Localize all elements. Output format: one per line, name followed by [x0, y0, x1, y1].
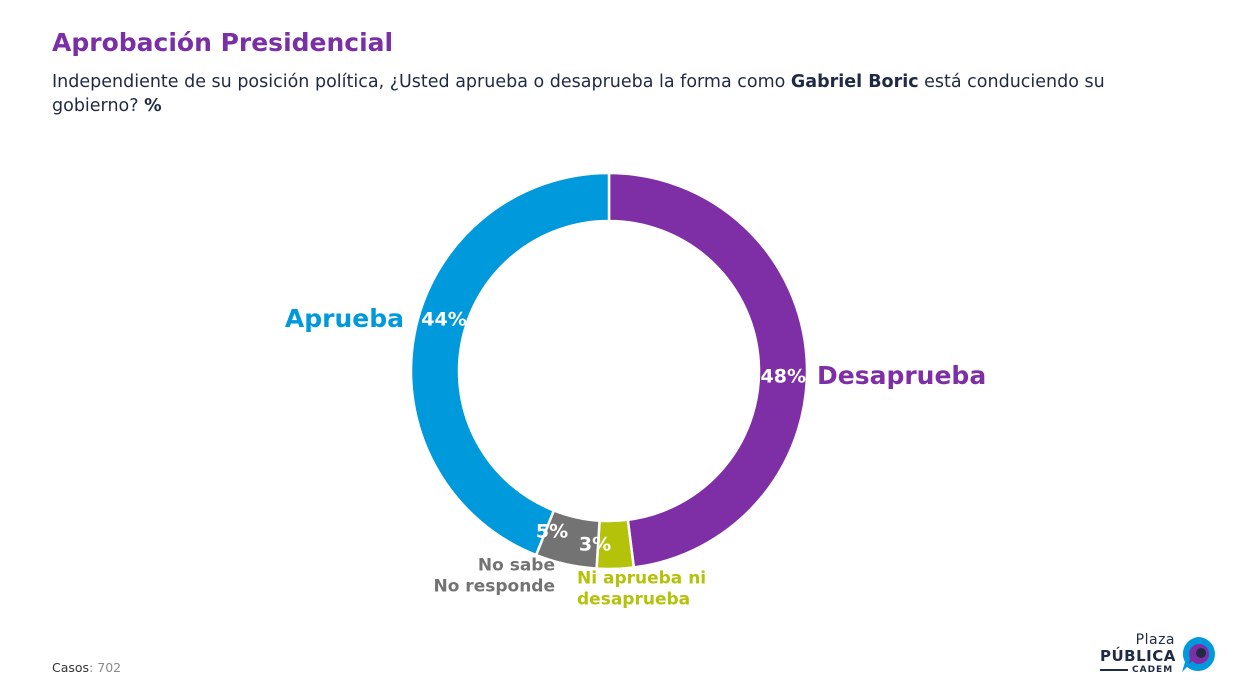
- value-label-no-sabe-no-responde: 5%: [536, 521, 568, 543]
- logo-underline: [1100, 669, 1128, 671]
- logo-word-plaza: Plaza: [1135, 632, 1175, 648]
- plaza-publica-cadem-logo: Plaza PÚBLICA CADEM: [1098, 632, 1223, 680]
- chart-title: Aprobación Presidencial: [52, 28, 394, 57]
- category-label-ni-aprueba-ni-desaprueba: Ni aprueba ni desaprueba: [577, 569, 706, 610]
- cases-label: Casos: [52, 660, 90, 675]
- slice-aprueba: [409, 171, 611, 557]
- cases-note: Casos: 702: [52, 660, 121, 675]
- logo-word-cadem: CADEM: [1132, 665, 1174, 675]
- subtitle-text-end: está conduciendo su gobierno?: [52, 72, 1105, 116]
- chart-subtitle: Independiente de su posición política, ¿…: [52, 70, 1172, 118]
- category-label-aprueba: Aprueba: [285, 304, 404, 333]
- speech-bubble-icon: [1182, 637, 1215, 672]
- value-label-desaprueba: 48%: [761, 366, 806, 388]
- subtitle-name: Gabriel Boric: [790, 72, 919, 92]
- cases-value: : 702: [89, 660, 122, 675]
- category-label-desaprueba: Desaprueba: [817, 361, 986, 390]
- slice-desaprueba: [607, 171, 809, 569]
- subtitle-text: Independiente de su posición política, ¿…: [52, 72, 791, 92]
- subtitle-unit: %: [144, 96, 162, 116]
- category-label-no-sabe-no-responde: No sabe No responde: [433, 556, 555, 597]
- value-label-ni-aprueba-ni-desaprueba: 3%: [579, 534, 611, 556]
- value-label-aprueba: 44%: [421, 309, 466, 331]
- logo-word-publica: PÚBLICA: [1100, 647, 1176, 665]
